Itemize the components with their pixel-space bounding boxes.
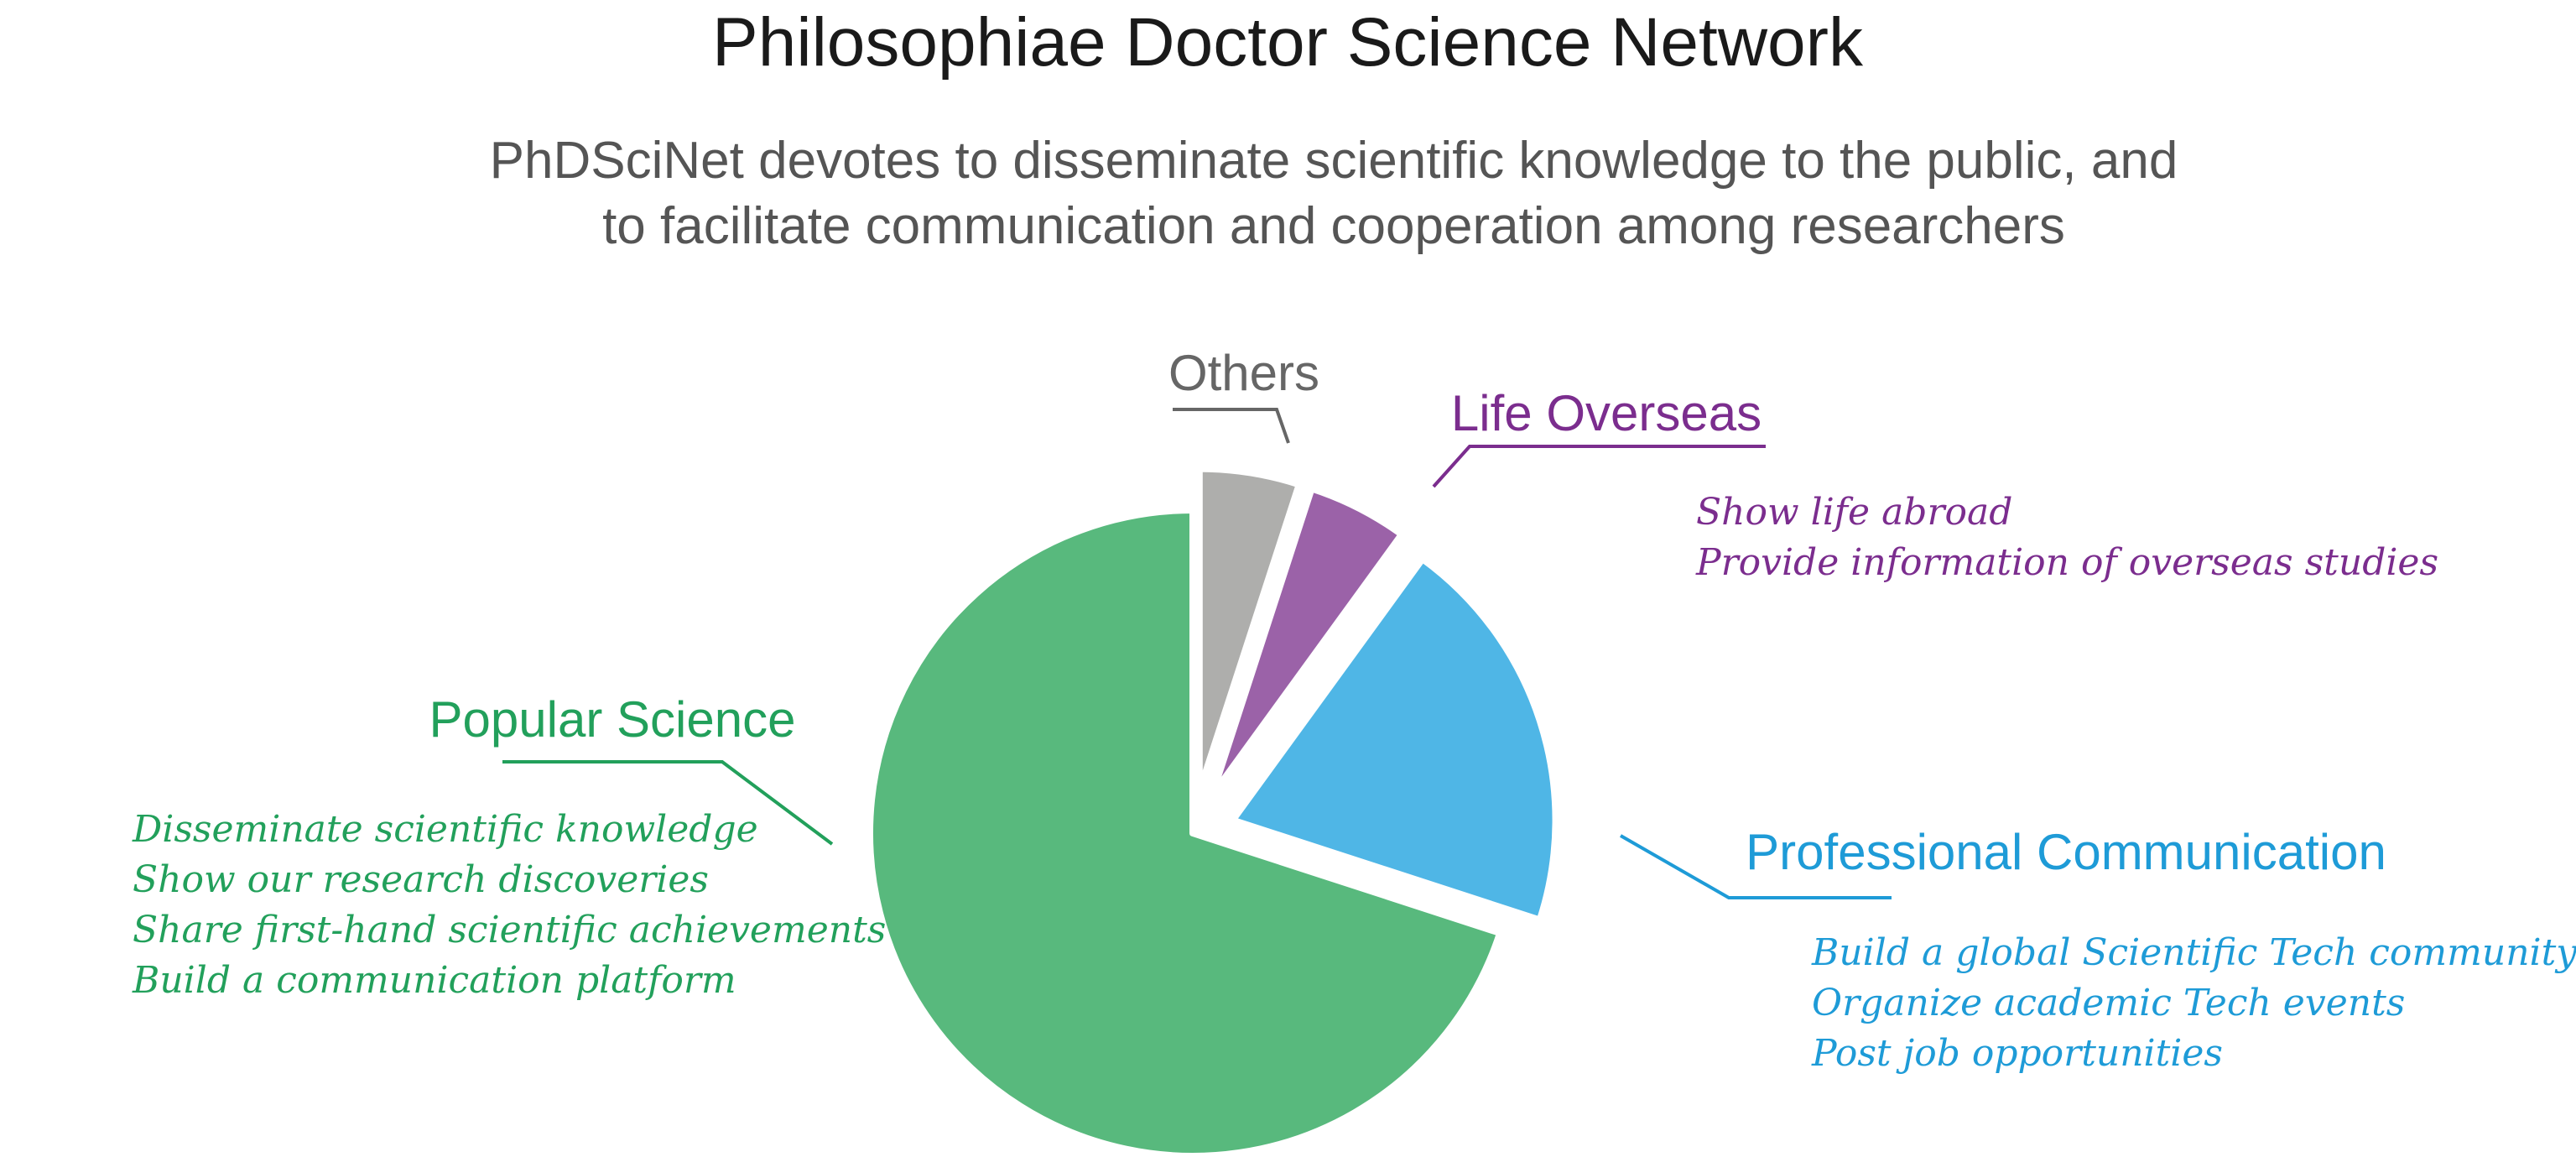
- pie-slice-others: [1195, 465, 1303, 795]
- slice-label-popular-science: Popular Science: [429, 691, 796, 748]
- leader-line-life-overseas: [1432, 445, 1766, 488]
- slice-description-professional-communication-3: Post job opportunities: [1811, 1032, 2223, 1075]
- pie-chart: [866, 465, 1559, 1157]
- slice-description-popular-science-3: Share first-hand scientific achievements: [133, 909, 886, 951]
- leader-line-popular-science: [502, 760, 834, 846]
- pie-slice-popular-science: [866, 507, 1504, 1157]
- slice-description-popular-science-2: Show our research discoveries: [133, 858, 709, 901]
- slice-labels: Others Life Overseas Show life abroad Provi…: [132, 345, 2576, 1075]
- pie-slice-life-overseas: [1208, 485, 1405, 800]
- slice-label-professional-communication: Professional Communication: [1746, 824, 2386, 880]
- slice-description-popular-science-4: Build a communication platform: [132, 959, 736, 1002]
- slice-description-life-overseas-2: Provide information of overseas studies: [1695, 541, 2438, 584]
- slice-description-popular-science-1: Disseminate scientific knowledge: [132, 808, 758, 851]
- slice-description-professional-communication-1: Build a global Scientific Tech community: [1811, 931, 2576, 974]
- slice-description-life-overseas-1: Show life abroad: [1696, 491, 2012, 534]
- subtitle-line-2: to facilitate communication and cooperat…: [602, 197, 2065, 255]
- leader-line-professional-communication: [1620, 834, 1892, 899]
- subtitle-line-1: PhDSciNet devotes to disseminate scienti…: [490, 132, 2178, 190]
- slice-label-life-overseas: Life Overseas: [1451, 385, 1762, 441]
- leader-line-others: [1173, 408, 1290, 444]
- page-title: Philosophiae Doctor Science Network: [712, 4, 1864, 81]
- slice-description-professional-communication-2: Organize academic Tech events: [1812, 982, 2405, 1024]
- slice-label-others: Others: [1168, 345, 1319, 401]
- pie-slice-professional-communication: [1229, 555, 1559, 924]
